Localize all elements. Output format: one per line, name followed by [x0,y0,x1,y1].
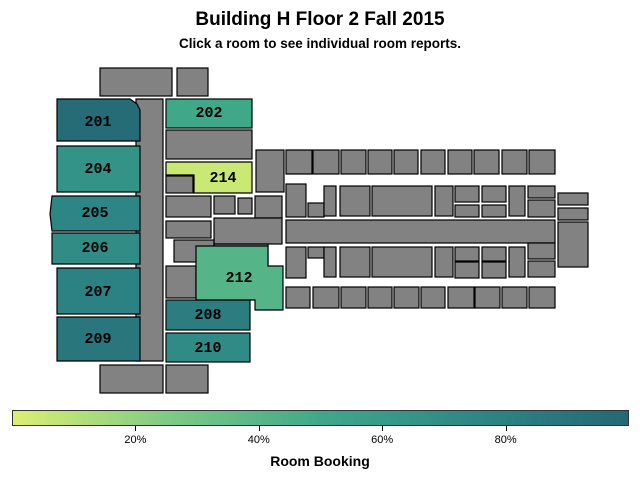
unreported-space [285,219,556,244]
unreported-space [527,199,556,218]
unreported-space [434,246,454,278]
unreported-space [474,286,501,309]
unreported-space [447,149,473,175]
unreported-space [165,265,197,299]
unreported-space [285,183,307,218]
legend-tick [505,426,507,431]
unreported-space [454,204,480,218]
legend-tick-label: 20% [124,434,147,446]
room-214[interactable] [165,161,253,194]
unreported-space [501,286,528,309]
unreported-space [393,149,419,175]
unreported-space [371,246,433,278]
map-title: Building H Floor 2 Fall 2015 [195,9,445,30]
unreported-space [312,286,340,309]
unreported-space [528,149,556,175]
room-201[interactable] [56,98,141,142]
unreported-space [312,149,340,175]
unreported-space [255,149,285,193]
unreported-space [285,149,313,175]
unreported-space [527,242,556,260]
unreported-space [473,149,500,175]
room-209[interactable] [56,316,141,362]
unreported-space [367,149,393,175]
unreported-space [454,261,480,279]
unreported-space [165,129,253,160]
unreported-space [557,207,589,221]
color-scale-bar [12,410,629,426]
unreported-space [481,185,507,203]
legend-tick-label: 40% [247,434,270,446]
unreported-space [213,195,236,215]
room-208[interactable] [165,299,251,331]
room-205[interactable] [49,195,141,232]
unreported-space [165,175,194,194]
legend-tick [382,426,384,431]
unreported-space [165,220,212,239]
unreported-space [340,149,367,175]
unreported-space [527,260,556,278]
unreported-space [454,185,480,203]
unreported-space [213,217,283,245]
unreported-space [254,195,283,219]
unreported-space [527,185,556,199]
legend-tick [258,426,260,431]
unreported-space [307,202,325,218]
unreported-space [285,246,307,279]
room-206[interactable] [51,232,141,265]
unreported-space [557,221,589,268]
unreported-space [481,246,507,262]
unreported-space [339,246,371,278]
legend-tick-label: 80% [494,434,517,446]
unreported-space [420,149,446,175]
unreported-space [176,67,209,97]
unreported-space [339,185,371,217]
unreported-space [307,246,325,259]
unreported-space [393,286,420,309]
legend-title: Room Booking [270,453,370,469]
room-202[interactable] [165,98,253,129]
unreported-spaces [99,67,589,394]
unreported-space [323,246,337,278]
room-212[interactable] [195,245,284,311]
unreported-space [99,67,173,97]
unreported-space [434,185,454,217]
reported-rooms[interactable] [49,98,284,363]
unreported-space [165,364,209,394]
unreported-space [237,197,253,215]
map-subtitle: Click a room to see individual room repo… [178,36,462,51]
unreported-space [165,195,212,218]
legend-tick [135,426,137,431]
unreported-space [528,286,556,309]
unreported-space [447,286,475,309]
unreported-space [508,185,526,217]
unreported-space [99,364,164,394]
unreported-space [481,261,507,279]
room-210[interactable] [165,332,251,363]
unreported-space [367,286,393,309]
unreported-space [323,185,337,217]
unreported-space [454,246,480,262]
room-204[interactable] [56,145,141,193]
unreported-space [371,185,433,217]
unreported-space [557,192,589,206]
legend-tick-label: 60% [371,434,394,446]
unreported-space [420,286,446,309]
room-207[interactable] [56,267,141,315]
unreported-space [340,286,367,309]
unreported-space [285,286,311,309]
unreported-space [508,246,526,278]
unreported-space [501,149,528,175]
unreported-space [481,204,507,218]
